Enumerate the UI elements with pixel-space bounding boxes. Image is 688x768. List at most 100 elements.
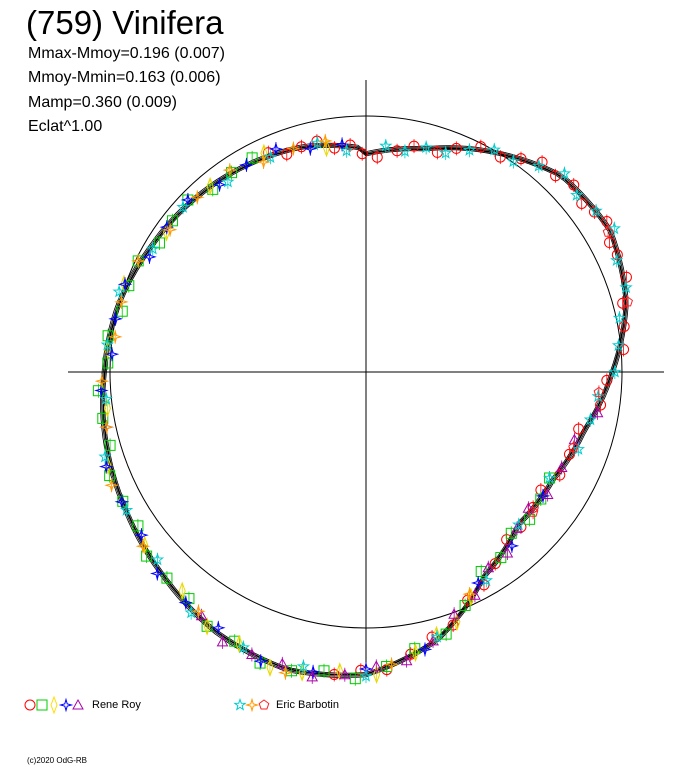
data-point (356, 148, 368, 160)
data-point (338, 668, 351, 680)
data-point (108, 311, 123, 327)
data-point (211, 620, 226, 636)
data-point (104, 439, 116, 451)
data-point (536, 156, 548, 168)
data-point (602, 226, 614, 237)
data-point (178, 595, 194, 610)
data-point (99, 392, 113, 405)
data-point (619, 280, 633, 294)
data-point (132, 520, 144, 532)
data-point (306, 670, 319, 682)
data-point (400, 654, 413, 666)
data-point (612, 311, 626, 324)
data-point (555, 461, 568, 472)
data-point (373, 665, 381, 685)
data-point (178, 581, 186, 601)
legend-markers (24, 695, 270, 715)
data-point (506, 154, 521, 168)
data-point (398, 144, 412, 158)
legend-marker-rene-roy (72, 698, 84, 710)
data-point (371, 151, 383, 163)
chart-title: (759) Vinifera (26, 4, 224, 41)
data-point (99, 419, 114, 435)
data-point (568, 441, 579, 453)
data-point (489, 558, 501, 570)
data-point (92, 385, 104, 397)
data-point (104, 346, 120, 362)
data-point (384, 657, 399, 672)
data-point (253, 653, 269, 669)
data-point (370, 660, 383, 671)
data-point (453, 612, 461, 632)
data-point (114, 294, 129, 310)
data-point (266, 658, 274, 678)
stat-mamp: Mamp=0.360 (0.009) (28, 94, 177, 111)
data-point (130, 253, 146, 269)
data-point (568, 179, 580, 191)
data-point (134, 527, 149, 543)
data-point (589, 203, 603, 217)
data-point (515, 153, 527, 165)
data-point (409, 643, 421, 655)
data-point (542, 471, 557, 484)
stat-mmax-mmoy: Mmax-Mmoy=0.196 (0.007) (28, 45, 225, 62)
data-point (166, 215, 178, 227)
legend-marker-rene-roy (24, 699, 36, 711)
data-point (570, 188, 584, 201)
legend-marker-eric-barbotin (244, 697, 260, 713)
data-point (336, 662, 344, 682)
data-point (419, 140, 433, 154)
legend-marker-rene-roy (36, 699, 48, 711)
data-point (146, 241, 160, 255)
data-point (535, 488, 551, 504)
data-point (97, 412, 109, 424)
data-point (557, 166, 572, 180)
data-point (206, 176, 214, 196)
data-point (601, 374, 613, 386)
data-point (470, 575, 486, 591)
data-point (479, 573, 494, 586)
legend-label-rene-roy: Rene Roy (92, 699, 141, 711)
data-point (112, 284, 126, 298)
data-point (505, 527, 517, 539)
data-point (391, 145, 403, 157)
data-point (305, 664, 321, 680)
data-point (573, 423, 585, 435)
data-point (583, 412, 598, 426)
data-point (541, 488, 554, 499)
data-point (239, 157, 254, 173)
data-point (150, 552, 165, 566)
data-point (318, 665, 330, 677)
fitted-curve (104, 147, 625, 674)
reference-circle (109, 115, 623, 629)
data-point (604, 237, 616, 249)
data-point (104, 478, 119, 493)
data-point (504, 538, 520, 554)
data-point (359, 669, 373, 682)
data-point (501, 546, 514, 558)
data-point (622, 296, 633, 307)
data-point (296, 659, 311, 673)
data-point (189, 189, 205, 205)
data-point (103, 398, 111, 418)
data-point (588, 206, 600, 218)
data-point (379, 138, 393, 152)
data-point (191, 603, 206, 619)
data-point (295, 141, 307, 153)
data-point (236, 640, 251, 654)
data-point (98, 459, 114, 474)
data-point (229, 635, 241, 647)
fitted-curves (100, 142, 629, 678)
data-point (576, 197, 588, 209)
data-point (150, 566, 165, 581)
data-point (608, 365, 622, 378)
data-point (494, 151, 506, 163)
data-point (611, 249, 623, 261)
data-point (432, 625, 441, 645)
data-point (276, 657, 289, 669)
data-point (438, 146, 453, 159)
data-point (286, 141, 301, 156)
data-point (591, 406, 604, 418)
data-point (430, 630, 444, 643)
data-point (176, 200, 190, 213)
